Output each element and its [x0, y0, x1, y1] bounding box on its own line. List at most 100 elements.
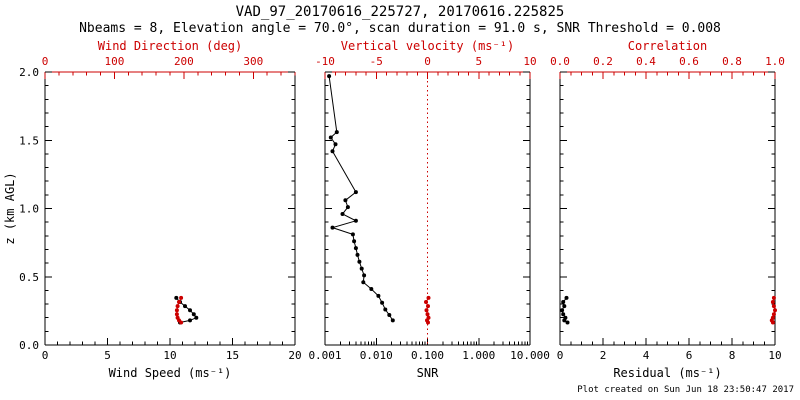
correlation-point: [771, 312, 776, 317]
vertical-velocity-point: [426, 320, 430, 325]
snr-point: [350, 232, 355, 237]
residual-point: [565, 320, 570, 325]
snr-point: [333, 142, 338, 147]
snr-point: [357, 259, 362, 264]
snr-point: [345, 205, 350, 210]
snr-point: [343, 198, 348, 203]
svg-text:0: 0: [557, 349, 564, 362]
snr-line: [328, 76, 394, 321]
plot-subtitle: Nbeams = 8, Elevation angle = 70.0°, sca…: [79, 21, 721, 36]
svg-text:10: 10: [523, 55, 536, 68]
vertical-velocity-point: [426, 304, 430, 309]
plot-title: VAD_97_20170616_225727, 20170616.225825: [235, 4, 565, 20]
svg-text:0: 0: [424, 55, 431, 68]
svg-text:0.0: 0.0: [19, 339, 39, 352]
snr-point: [353, 246, 358, 251]
svg-text:200: 200: [174, 55, 194, 68]
vertical-velocity-point: [424, 308, 429, 313]
top-axis-title: Correlation: [628, 39, 707, 53]
residual-point: [562, 304, 567, 309]
svg-text:300: 300: [243, 55, 263, 68]
svg-text:1.000: 1.000: [462, 349, 495, 362]
svg-text:0.0: 0.0: [550, 55, 570, 68]
residual-point: [560, 308, 565, 313]
snr-point: [376, 293, 381, 298]
svg-text:8: 8: [729, 349, 736, 362]
bottom-axis-title: Residual (ms⁻¹): [613, 366, 721, 380]
vertical-velocity-point: [424, 300, 428, 304]
snr-point: [369, 287, 374, 291]
snr-point: [355, 252, 360, 257]
snr-point: [361, 280, 366, 285]
svg-text:15: 15: [226, 349, 239, 362]
bottom-axis-title: SNR: [417, 366, 439, 380]
residual-point: [561, 300, 566, 304]
correlation-point: [770, 300, 775, 304]
snr-point: [327, 74, 332, 79]
wind-direction-point: [179, 320, 184, 325]
residual-point: [562, 318, 567, 323]
correlation-point: [770, 320, 775, 325]
svg-text:0.4: 0.4: [636, 55, 656, 68]
snr-point: [387, 313, 392, 317]
snr-point: [328, 135, 333, 140]
svg-text:5: 5: [475, 55, 482, 68]
residual-point: [564, 295, 569, 300]
correlation-point: [773, 308, 777, 313]
wind-speed-point: [191, 312, 196, 317]
svg-text:0: 0: [42, 349, 49, 362]
residual-point: [561, 312, 566, 317]
svg-text:10.000: 10.000: [510, 349, 550, 362]
bottom-axis-title: Wind Speed (ms⁻¹): [109, 366, 232, 380]
wind-direction-point: [174, 308, 179, 313]
snr-point: [353, 218, 358, 223]
plot-created-timestamp: Plot created on Sun Jun 18 23:50:47 2017: [577, 385, 794, 395]
wind-direction-point: [174, 312, 179, 317]
snr-point: [362, 273, 367, 278]
svg-text:-10: -10: [315, 55, 335, 68]
correlation-point: [771, 295, 776, 300]
svg-text:0.2: 0.2: [593, 55, 613, 68]
wind-speed-point: [194, 315, 199, 320]
snr-point: [334, 130, 339, 135]
wind-speed-point: [183, 304, 187, 309]
snr-point: [380, 300, 385, 305]
snr-panel: 0.001 0.010 0.100 1.000 10.000 -10 -5 0 5 10 SNR Ve…: [308, 39, 549, 380]
vertical-velocity-point: [425, 312, 430, 317]
svg-text:0.010: 0.010: [360, 349, 393, 362]
vertical-velocity-point: [426, 295, 431, 300]
svg-text:0.8: 0.8: [722, 55, 742, 68]
y-axis-title: z (km AGL): [3, 172, 17, 244]
snr-point: [390, 318, 395, 323]
top-axis-title: Vertical velocity (ms⁻¹): [341, 39, 514, 53]
snr-point: [340, 212, 345, 216]
wind-speed-point: [188, 308, 192, 313]
snr-point: [330, 149, 335, 154]
correlation-point: [771, 304, 776, 309]
snr-point: [353, 190, 358, 195]
residual-panel: 0 2 4 6 8 10 0.0 0.2 0.4 0.6 0.8 1.0 Residual (ms⁻¹)…: [550, 39, 785, 380]
snr-point: [352, 239, 357, 244]
top-axis-title: Wind Direction (deg): [98, 39, 243, 53]
wind-direction-point: [179, 295, 184, 300]
svg-text:4: 4: [643, 349, 650, 362]
wind-direction-point: [175, 304, 180, 309]
wind-speed-point: [188, 318, 192, 323]
svg-text:-5: -5: [370, 55, 383, 68]
snr-point: [359, 266, 364, 271]
svg-text:10: 10: [163, 349, 176, 362]
svg-text:1.5: 1.5: [19, 134, 39, 147]
svg-text:6: 6: [686, 349, 693, 362]
svg-text:100: 100: [105, 55, 125, 68]
svg-text:1.0: 1.0: [765, 55, 785, 68]
svg-text:0.6: 0.6: [679, 55, 699, 68]
svg-text:0.5: 0.5: [19, 271, 39, 284]
wind-speed-point: [174, 295, 179, 300]
svg-text:5: 5: [104, 349, 111, 362]
wind-direction-point: [177, 300, 181, 304]
svg-text:0.100: 0.100: [411, 349, 444, 362]
svg-text:0: 0: [42, 55, 49, 68]
snr-point: [383, 307, 388, 312]
